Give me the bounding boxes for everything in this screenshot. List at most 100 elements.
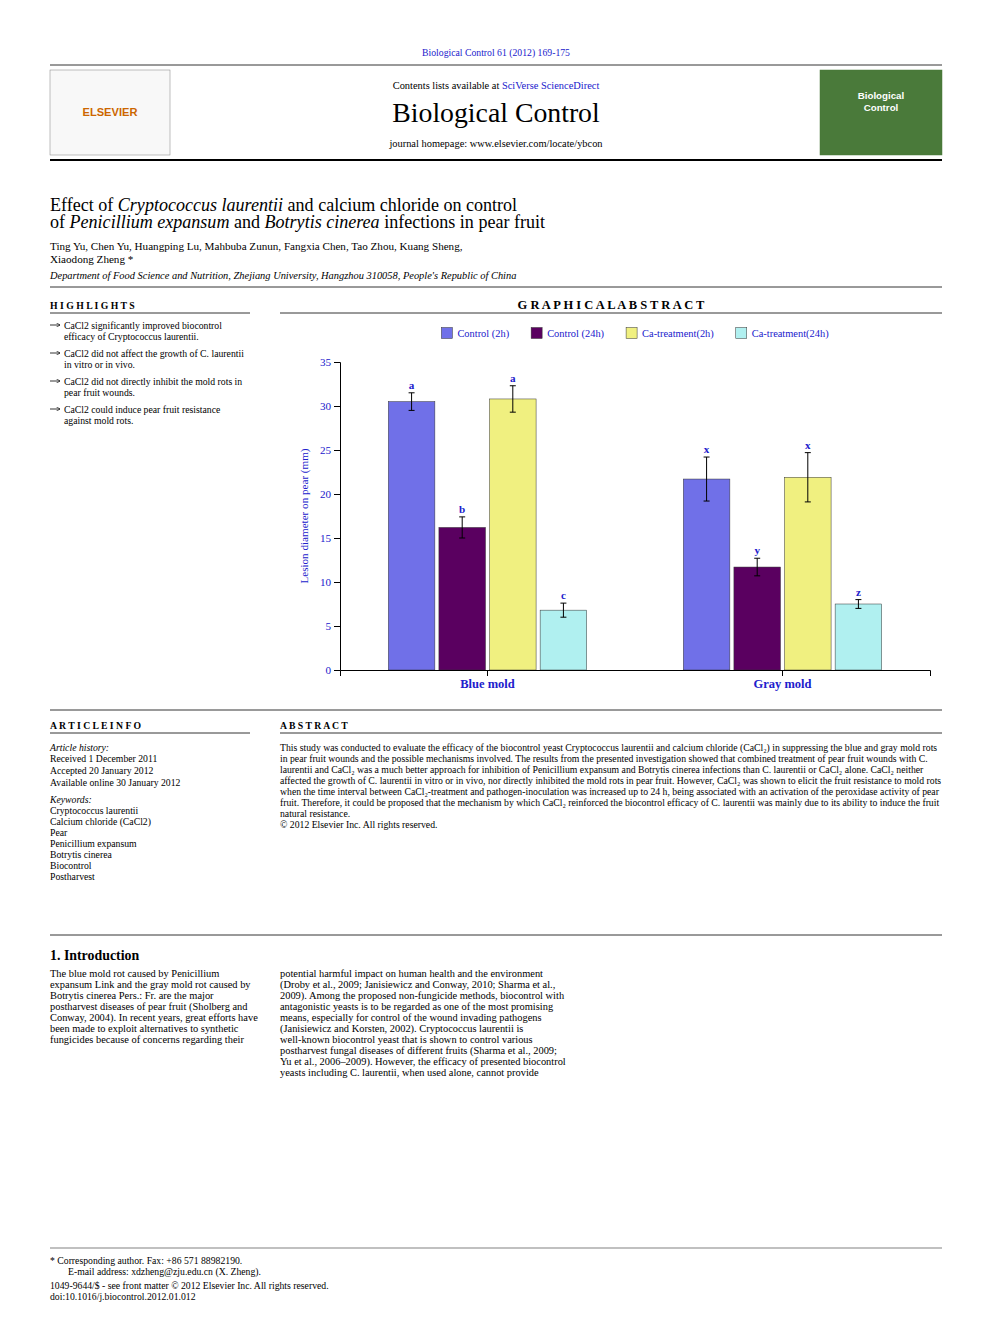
rule [50, 935, 942, 936]
error-bar [459, 517, 465, 538]
x-tick: Blue mold [460, 670, 515, 691]
legend-item: Ca-treatment(24h) [736, 328, 829, 340]
bullet-arrow [50, 409, 60, 410]
bar [683, 479, 730, 670]
page: Biological Control 61 (2012) 169-175 ELSE… [0, 0, 992, 1323]
title-part: Botrytis cinerea [265, 212, 380, 232]
section-title: A B S T R A C T [280, 720, 348, 731]
text-line: The blue mold rot caused by Penicillium [50, 968, 219, 979]
plot-marks [388, 386, 881, 670]
y-tick-mark [334, 362, 340, 363]
section-title: H I G H L I G H T S [50, 300, 135, 311]
text-line: fruit. Therefore, it could be proposed t… [280, 797, 939, 808]
subsection-title: Article history: [49, 742, 109, 753]
y-tick: 20 [320, 488, 340, 500]
y-tick-mark [334, 670, 340, 671]
legend: Control (2h)Control (24h)Ca-treatment(2h… [441, 328, 829, 340]
y-tick: 35 [320, 356, 340, 368]
page-title: Biological Control 61 (2012) 169-175 [422, 47, 570, 59]
y-tick-mark [334, 538, 340, 539]
authors: Xiaodong Zheng * [50, 253, 134, 265]
y-tick-label: 0 [325, 664, 331, 676]
text-line: natural resistance. [280, 808, 350, 819]
significance-label: a [510, 372, 516, 384]
y-tick: 15 [320, 532, 340, 544]
legend-swatch [626, 328, 637, 339]
publisher-box [50, 70, 170, 155]
y-tick-mark [334, 450, 340, 451]
rule [50, 65, 942, 66]
intro-paragraph: The blue mold rot caused by Penicilliume… [50, 968, 258, 1045]
highlight: CaCl2 did not directly inhibit the mold … [64, 376, 242, 398]
x-tick-mark [782, 670, 783, 676]
significance-label: c [561, 589, 566, 601]
error-bar [704, 457, 710, 501]
rule [280, 313, 942, 314]
bar [835, 604, 882, 670]
text-line: well-known biocontrol yeast that is show… [280, 1034, 533, 1045]
text-line: laurentii and CaCl₂ was a much better ap… [280, 764, 924, 775]
title-part: Penicillium expansum [69, 212, 230, 232]
title-part: of [50, 212, 70, 232]
legend-item: Ca-treatment(2h) [626, 328, 714, 340]
logo-text: Biological [858, 90, 905, 101]
history-item: Received 1 December 2011 [50, 753, 157, 764]
footer-line: doi:10.1016/j.biocontrol.2012.01.012 [50, 1291, 196, 1302]
text-line: potential harmful impact on human health… [280, 968, 543, 979]
y-tick-mark [334, 406, 340, 407]
contents-line: Contents lists available at SciVerse Sci… [393, 80, 600, 91]
history-item: Available online 30 January 2012 [50, 777, 181, 788]
text-line: © 2012 Elsevier Inc. All rights reserved… [280, 819, 437, 830]
x-tick: Gray mold [754, 670, 812, 691]
highlight: CaCl2 could induce pear fruit resistance… [64, 404, 220, 426]
text-line: fungicides because of concerns regarding… [50, 1034, 244, 1045]
rule [50, 313, 250, 314]
bar [734, 567, 781, 670]
rule [50, 710, 942, 711]
y-tick-label: 5 [325, 620, 331, 632]
affiliation: Department of Food Science and Nutrition… [49, 270, 516, 281]
error-bar [510, 386, 516, 412]
keyword: Pear [50, 827, 68, 838]
bar [540, 610, 587, 670]
contents-link: SciVerse ScienceDirect [502, 80, 599, 91]
bullet-arrow [50, 325, 60, 326]
intro-paragraph: potential harmful impact on human health… [280, 968, 566, 1078]
title-part: and [229, 212, 264, 232]
significance-label: b [459, 503, 465, 515]
legend-swatch [736, 328, 747, 339]
footer-line: E-mail address: xdzheng@zju.edu.cn (X. Z… [68, 1266, 261, 1278]
bar [439, 527, 486, 670]
significance-labels: axbyaxcz [409, 372, 861, 601]
legend-swatch [531, 328, 542, 339]
keyword: Postharvest [50, 871, 95, 882]
significance-label: x [704, 443, 710, 455]
publisher: ELSEVIER [83, 106, 138, 118]
rule [50, 287, 942, 288]
y-tick-mark [334, 582, 340, 583]
x-axis: Blue mold Gray mold [341, 670, 931, 691]
error-bar [805, 453, 811, 502]
legend-swatch [441, 328, 452, 339]
bar [785, 477, 832, 670]
rule [50, 733, 250, 734]
text-line: yeasts including C. laurentii, when used… [280, 1067, 539, 1078]
paper-title: of Penicillium expansum and Botrytis cin… [50, 212, 545, 232]
y-tick-label: 20 [320, 488, 332, 500]
chart: axbyaxcz05101520253035Blue moldGray mold… [298, 328, 931, 691]
logo-text: Control [864, 102, 899, 113]
x-axis-line [341, 671, 931, 677]
error-bar [855, 600, 861, 609]
bar [490, 399, 537, 670]
legend-label: Control (2h) [457, 328, 509, 340]
y-tick: 10 [320, 576, 340, 588]
text-line: CaCl2 could induce pear fruit resistance [64, 404, 220, 415]
keyword: Botrytis cinerea [50, 849, 112, 860]
y-axis-line [334, 363, 341, 671]
keyword: Biocontrol [50, 860, 92, 871]
significance-label: y [754, 544, 760, 556]
text-line: when the time interval between CaCl₂-tre… [280, 786, 940, 797]
journal-homepage: journal homepage: www.elsevier.com/locat… [388, 138, 603, 149]
significance-label: a [409, 379, 415, 391]
history-item: Accepted 20 January 2012 [50, 765, 154, 776]
